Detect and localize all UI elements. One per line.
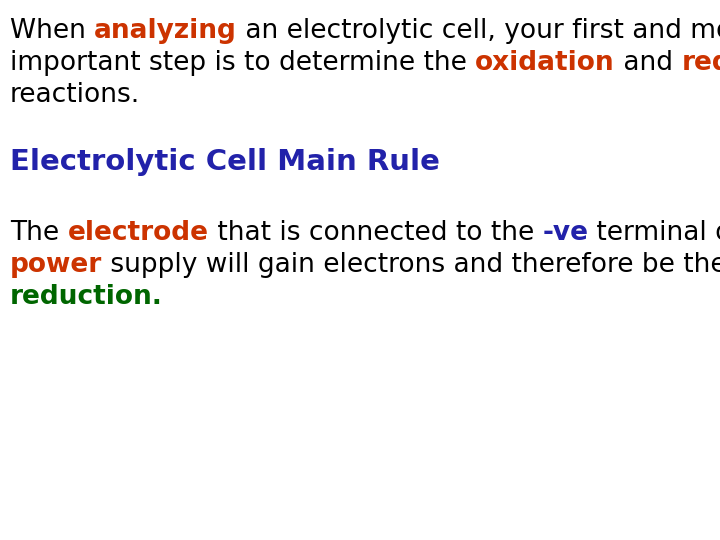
Text: electrode: electrode [68, 220, 209, 246]
Text: terminal of the: terminal of the [588, 220, 720, 246]
Text: When: When [10, 18, 94, 44]
Text: power: power [10, 252, 102, 278]
Text: reduction.: reduction. [10, 284, 163, 310]
Text: an electrolytic cell, your first and most: an electrolytic cell, your first and mos… [237, 18, 720, 44]
Text: oxidation: oxidation [475, 50, 615, 76]
Text: The: The [10, 220, 68, 246]
Text: that is connected to the: that is connected to the [209, 220, 542, 246]
Text: important step is to determine the: important step is to determine the [10, 50, 475, 76]
Text: reduction: reduction [681, 50, 720, 76]
Text: reactions.: reactions. [10, 82, 140, 108]
Text: Electrolytic Cell Main Rule: Electrolytic Cell Main Rule [10, 148, 440, 176]
Text: and: and [615, 50, 681, 76]
Text: analyzing: analyzing [94, 18, 237, 44]
Text: -ve: -ve [542, 220, 588, 246]
Text: supply will gain electrons and therefore be the site of: supply will gain electrons and therefore… [102, 252, 720, 278]
